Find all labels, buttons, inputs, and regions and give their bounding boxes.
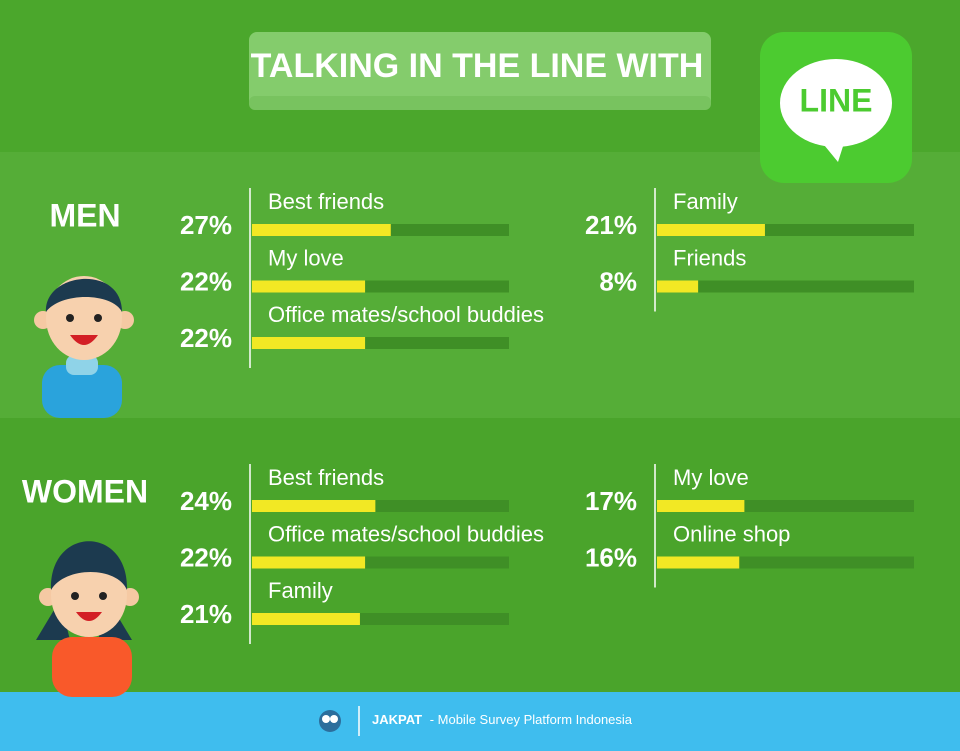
category-label: Family <box>268 578 333 603</box>
bar <box>252 556 366 569</box>
category-label: Family <box>673 189 738 214</box>
footer: JAKPAT - Mobile Survey Platform Indonesi… <box>319 706 633 736</box>
man-avatar <box>34 276 134 418</box>
title-box <box>249 32 711 110</box>
value-label: 24% <box>180 486 232 516</box>
category-label: Friends <box>673 245 746 270</box>
bar-track <box>657 280 914 293</box>
category-label: My love <box>673 465 749 490</box>
value-label: 16% <box>585 542 637 572</box>
logo-text: LINE <box>800 82 873 118</box>
category-label: Office mates/school buddies <box>268 521 544 546</box>
category-label: Best friends <box>268 465 384 490</box>
bar <box>657 280 699 293</box>
footer-band <box>0 692 960 751</box>
value-label: 21% <box>585 210 637 240</box>
bar <box>252 337 366 349</box>
group-title: WOMEN <box>22 473 148 509</box>
category-label: My love <box>268 245 344 270</box>
value-label: 8% <box>599 266 637 296</box>
value-label: 22% <box>180 542 232 572</box>
footer-text: JAKPAT - Mobile Survey Platform Indonesi… <box>372 712 633 727</box>
bar <box>252 280 366 293</box>
value-label: 17% <box>585 486 637 516</box>
woman-avatar <box>36 541 139 697</box>
title-box-shade <box>249 96 711 110</box>
logo-tail <box>820 140 845 162</box>
category-label: Office mates/school buddies <box>268 302 544 327</box>
value-label: 27% <box>180 210 232 240</box>
bar <box>252 613 360 625</box>
title: TALKING IN THE LINE WITH <box>251 47 704 85</box>
bar <box>657 500 745 512</box>
group-title: MEN <box>49 197 120 233</box>
category-label: Best friends <box>268 189 384 214</box>
value-label: 22% <box>180 266 232 296</box>
bar <box>657 224 765 236</box>
value-label: 21% <box>180 599 232 629</box>
footer-tagline: - Mobile Survey Platform Indonesia <box>430 712 633 727</box>
women-band <box>0 418 960 692</box>
bar <box>657 556 740 569</box>
logo-bubble <box>780 59 892 147</box>
bar <box>252 500 376 512</box>
category-label: Online shop <box>673 521 790 546</box>
value-label: 22% <box>180 323 232 353</box>
footer-brand: JAKPAT <box>372 712 422 727</box>
bar <box>252 224 391 236</box>
